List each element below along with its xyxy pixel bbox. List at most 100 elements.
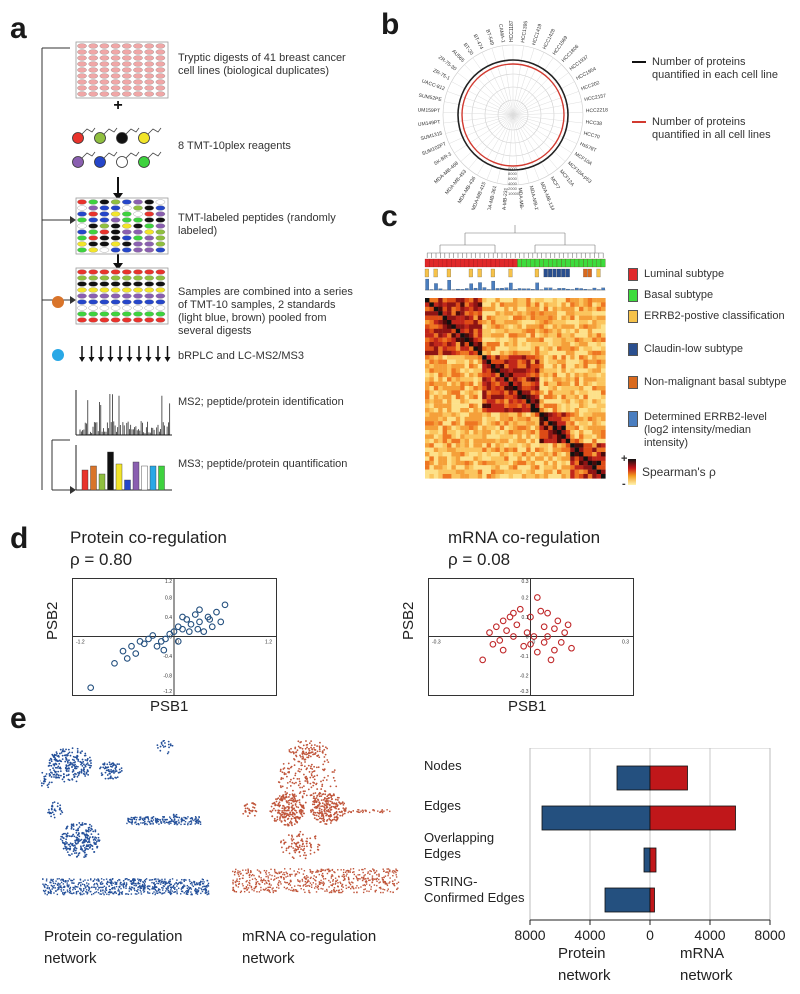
heatmap-cell xyxy=(469,399,474,404)
heatmap-cell xyxy=(442,438,448,444)
heatmap-cell xyxy=(477,443,483,448)
network-node xyxy=(70,826,73,829)
network-node xyxy=(270,805,273,808)
heatmap-cell xyxy=(504,372,509,378)
network-node xyxy=(111,762,114,765)
heatmap-cell xyxy=(504,320,509,325)
network-node xyxy=(279,816,282,818)
protein-rho: ρ = 0.80 xyxy=(70,550,133,569)
network-node xyxy=(189,817,192,820)
heatmap-cell xyxy=(570,337,575,343)
heatmap-cell xyxy=(596,372,602,378)
heatmap-cell xyxy=(521,465,527,470)
network-node xyxy=(71,882,73,884)
heatmap-cell xyxy=(601,416,606,422)
network-node xyxy=(201,890,204,893)
network-node xyxy=(281,807,284,810)
heatmap-cell xyxy=(548,460,553,466)
network-node xyxy=(200,892,202,895)
heatmap-cell xyxy=(521,421,527,426)
network-node xyxy=(178,816,181,819)
heatmap-cell xyxy=(561,443,566,448)
heatmap-cell xyxy=(477,355,483,360)
network-node xyxy=(129,886,131,888)
radar-spoke xyxy=(512,101,582,116)
heatmap-cell xyxy=(508,315,514,321)
network-node xyxy=(52,880,54,883)
scatter-point xyxy=(187,620,195,628)
radar-tick-label: 10000 xyxy=(508,191,520,196)
sample-well xyxy=(122,275,132,281)
heatmap-cell xyxy=(557,324,562,329)
network-node xyxy=(50,760,53,763)
scatter-point xyxy=(153,642,161,650)
heatmap-cell xyxy=(491,443,496,448)
network-node xyxy=(198,816,200,818)
heatmap-cell xyxy=(433,434,439,439)
heatmap-cell xyxy=(429,390,434,395)
reporter-bar xyxy=(81,469,89,491)
heatmap-cell xyxy=(451,394,456,400)
heatmap-cell xyxy=(521,372,527,378)
network-node xyxy=(73,761,75,764)
network-node xyxy=(318,817,321,820)
network-node xyxy=(301,755,304,758)
network-node xyxy=(56,893,59,896)
brown-standard-icon xyxy=(52,296,64,308)
network-node xyxy=(207,890,210,892)
network-node xyxy=(128,817,130,820)
heatmap-cell xyxy=(469,368,474,373)
network-node xyxy=(63,780,66,783)
network-node xyxy=(52,882,55,884)
network-node xyxy=(202,879,204,881)
network-node xyxy=(83,771,86,773)
network-node xyxy=(357,809,359,811)
network-node xyxy=(298,799,301,801)
network-node xyxy=(325,779,328,781)
network-node xyxy=(327,802,330,804)
network-node xyxy=(180,893,182,895)
heatmap-cell xyxy=(464,368,470,373)
sample-well xyxy=(88,61,98,67)
network-node xyxy=(124,878,127,880)
heatmap-cell xyxy=(561,474,566,479)
network-node xyxy=(176,891,178,893)
heatmap-cell xyxy=(447,346,452,351)
heatmap-cell xyxy=(543,469,549,475)
network-node xyxy=(317,888,320,890)
network-node xyxy=(84,759,87,761)
heatmap-cell xyxy=(455,421,461,426)
heatmap-cell xyxy=(587,399,593,404)
heatmap-cell xyxy=(473,386,478,391)
network-node xyxy=(327,803,329,806)
heatmap-cell xyxy=(486,386,492,391)
subtype-cell xyxy=(482,258,487,268)
heatmap-cell xyxy=(570,324,575,329)
network-node xyxy=(111,881,113,883)
heatmap-cell xyxy=(425,465,430,470)
network-node xyxy=(377,810,379,812)
network-node xyxy=(93,851,95,853)
network-node xyxy=(298,801,301,804)
network-node xyxy=(121,891,124,893)
heatmap-cell xyxy=(442,399,448,404)
network-node xyxy=(95,882,98,885)
heatmap-cell xyxy=(530,443,536,448)
network-node xyxy=(348,810,350,813)
network-node xyxy=(118,878,120,881)
network-node xyxy=(243,890,246,893)
network-node xyxy=(339,881,341,883)
network-node xyxy=(138,886,140,888)
network-node xyxy=(288,801,290,804)
heatmap-cell xyxy=(473,465,478,470)
heatmap-cell xyxy=(579,469,584,475)
heatmap-cell xyxy=(425,434,430,439)
network-node xyxy=(168,746,170,749)
sample-well xyxy=(110,205,121,211)
network-node xyxy=(301,750,304,753)
heatmap-cell xyxy=(574,460,580,466)
network-node xyxy=(61,778,64,781)
heatmap-cell xyxy=(539,324,544,329)
network-node xyxy=(121,892,123,895)
network-node xyxy=(196,890,198,892)
